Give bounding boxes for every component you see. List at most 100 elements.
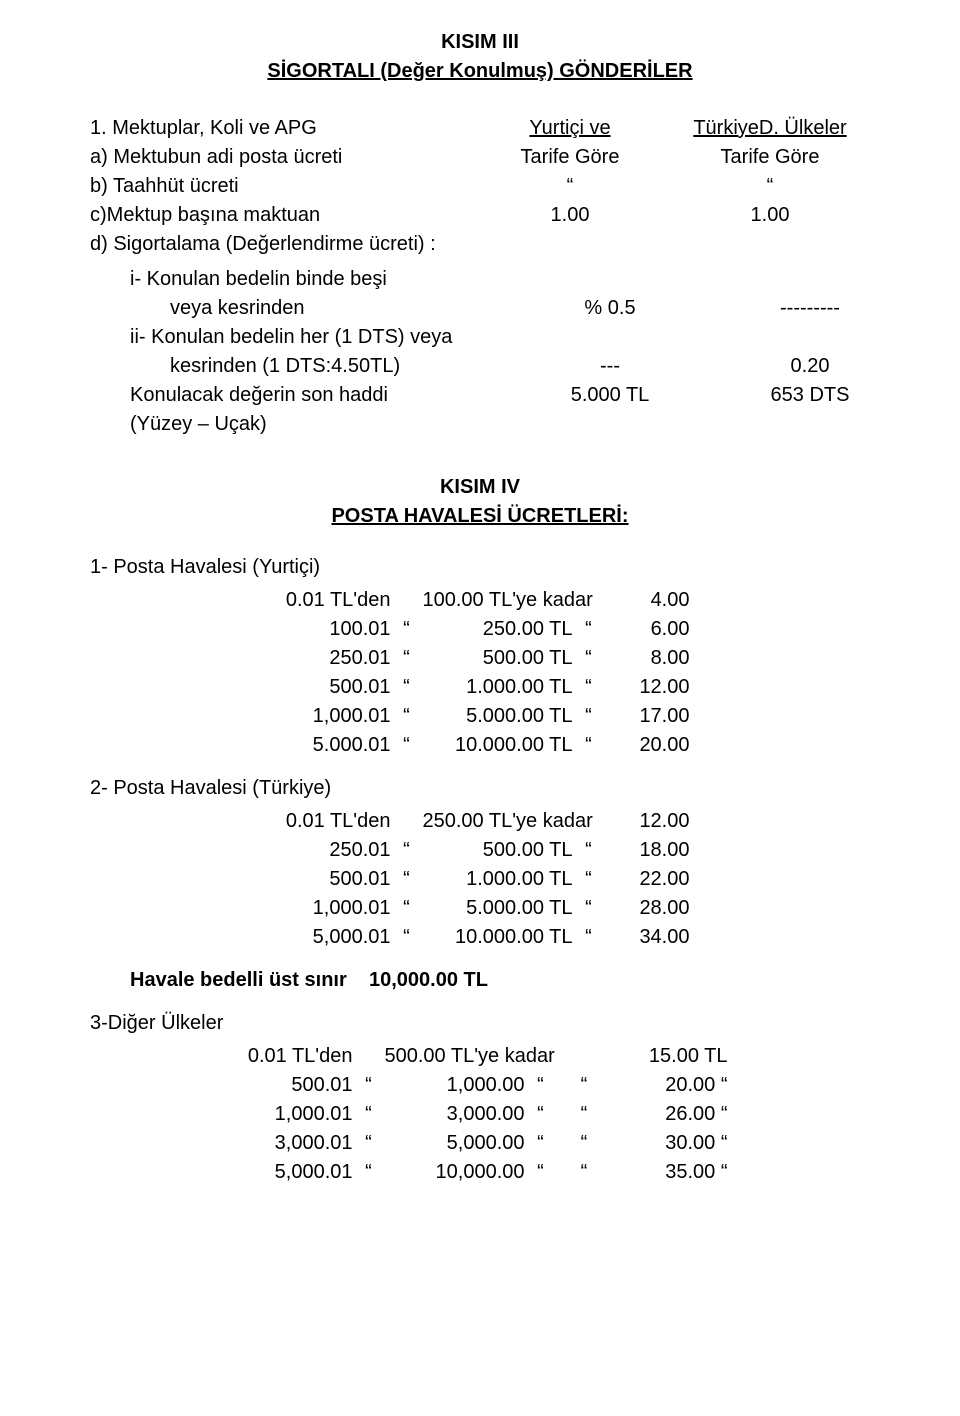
ditto-cell: “ [397,865,417,894]
from-cell: 250.01 [271,836,391,865]
fee-cell: 12.00 [605,673,690,702]
from-cell: 250.01 [271,644,391,673]
to-cell: 250.00 TL'ye kadar [423,807,573,836]
ditto-cell: “ [579,731,599,760]
to-cell: 1.000.00 TL [423,865,573,894]
to-cell: 100.00 TL'ye kadar [423,586,573,615]
from-cell: 1,000.01 [233,1100,353,1129]
from-cell: 5.000.01 [271,731,391,760]
limit-line: Havale bedelli üst sınır 10,000.00 TL [90,966,870,995]
ditto-cell: “ [557,1158,612,1187]
s3-rows: 0.01 TL'den500.00 TL'ye kadar15.00 TL500… [90,1042,870,1187]
kisim3-indented: i- Konulan bedelin binde beşi veya kesri… [130,265,870,439]
from-cell: 5,000.01 [271,923,391,952]
from-cell: 500.01 [233,1071,353,1100]
to-cell: 5.000.00 TL [423,702,573,731]
ditto-cell: “ [531,1100,551,1129]
table-row: 1,000.01“3,000.00““26.00 “ [90,1100,870,1129]
cell-left: (Yüzey – Uçak) [130,410,510,439]
fee-cell: 20.00 [605,731,690,760]
cell-center: % 0.5 [510,294,710,323]
ditto-cell: “ [359,1129,379,1158]
ditto-cell: “ [531,1158,551,1187]
cell-right: 0.20 [710,352,910,381]
from-cell: 0.01 TL'den [233,1042,353,1071]
table-row: 1,000.01“5.000.00 TL“17.00 [90,702,870,731]
cell-left: a) Mektubun adi posta ücreti [90,143,470,172]
cell-right [670,230,870,259]
row: (Yüzey – Uçak) [130,410,870,439]
row: a) Mektubun adi posta ücreti Tarife Göre… [90,143,870,172]
table-row: 100.01“250.00 TL“6.00 [90,615,870,644]
to-cell: 10,000.00 [385,1158,525,1187]
ditto-cell: “ [557,1071,612,1100]
ditto-cell: “ [579,836,599,865]
cell-right: 1.00 [670,201,870,230]
cell-left: b) Taahhüt ücreti [90,172,470,201]
ditto-cell [579,586,599,615]
from-cell: 500.01 [271,673,391,702]
s2-title: 2- Posta Havalesi (Türkiye) [90,774,870,803]
cell-right: 653 DTS [710,381,910,410]
s2-rows: 0.01 TL'den 250.00 TL'ye kadar 12.00 250.01… [90,807,870,952]
ditto-cell: “ [531,1071,551,1100]
ditto-cell: “ [579,923,599,952]
cell-left: 1. Mektuplar, Koli ve APG [90,114,470,143]
ditto-cell: “ [397,702,417,731]
limit-label: Havale bedelli üst sınır [130,969,347,991]
cell-center: 5.000 TL [510,381,710,410]
ditto-cell: “ [397,644,417,673]
fee-cell: 15.00 TL [618,1042,728,1071]
cell-center: Tarife Göre [470,143,670,172]
from-cell: 500.01 [271,865,391,894]
from-cell: 0.01 TL'den [271,586,391,615]
to-cell: 10.000.00 TL [423,923,573,952]
kisim4-title: KISIM IV [90,473,870,502]
fee-cell: 30.00 “ [618,1129,728,1158]
ditto-cell [397,807,417,836]
fee-cell: 8.00 [605,644,690,673]
ditto-cell: “ [531,1129,551,1158]
row: Konulacak değerin son haddi 5.000 TL 653… [130,381,870,410]
table-row: 250.01“500.00 TL“18.00 [90,836,870,865]
table-row: 0.01 TL'den 250.00 TL'ye kadar 12.00 [90,807,870,836]
ditto-cell: “ [359,1100,379,1129]
ditto-cell [359,1042,379,1071]
to-cell: 250.00 TL [423,615,573,644]
kisim3-title: KISIM III [90,28,870,57]
from-cell: 5,000.01 [233,1158,353,1187]
table-row: 500.01“1,000.00““20.00 “ [90,1071,870,1100]
ditto-cell: “ [397,894,417,923]
cell-left: ii- Konulan bedelin her (1 DTS) veya [130,323,510,352]
ditto-cell [579,807,599,836]
to-cell: 1.000.00 TL [423,673,573,702]
from-cell: 100.01 [271,615,391,644]
table-row: 3,000.01“5,000.00““30.00 “ [90,1129,870,1158]
fee-cell: 12.00 [605,807,690,836]
cell-left: kesrinden (1 DTS:4.50TL) [130,352,510,381]
ditto-cell: “ [359,1158,379,1187]
s3-title: 3-Diğer Ülkeler [90,1009,870,1038]
ditto-cell: “ [557,1129,612,1158]
ditto-cell: “ [579,615,599,644]
table-row: 5,000.01“10.000.00 TL“34.00 [90,923,870,952]
to-cell: 5,000.00 [385,1129,525,1158]
kisim3-subtitle: SİGORTALI (Değer Konulmuş) GÖNDERİLER [90,57,870,86]
from-cell: 0.01 TL'den [271,807,391,836]
kisim3-header: KISIM III SİGORTALI (Değer Konulmuş) GÖN… [90,28,870,86]
kisim4-header: KISIM IV POSTA HAVALESİ ÜCRETLERİ: [90,473,870,531]
cell-right [710,410,910,439]
kisim4-subtitle: POSTA HAVALESİ ÜCRETLERİ: [90,502,870,531]
cell-center [470,230,670,259]
fee-cell: 4.00 [605,586,690,615]
cell-left: veya kesrinden [130,294,510,323]
ditto-cell: “ [579,702,599,731]
ditto-cell: “ [579,865,599,894]
ditto-cell: “ [359,1071,379,1100]
ditto-cell: “ [557,1100,612,1129]
table-row: 250.01“500.00 TL“8.00 [90,644,870,673]
ditto-cell: “ [397,673,417,702]
row: b) Taahhüt ücreti “ “ [90,172,870,201]
ditto-cell [531,1042,551,1071]
fee-cell: 26.00 “ [618,1100,728,1129]
